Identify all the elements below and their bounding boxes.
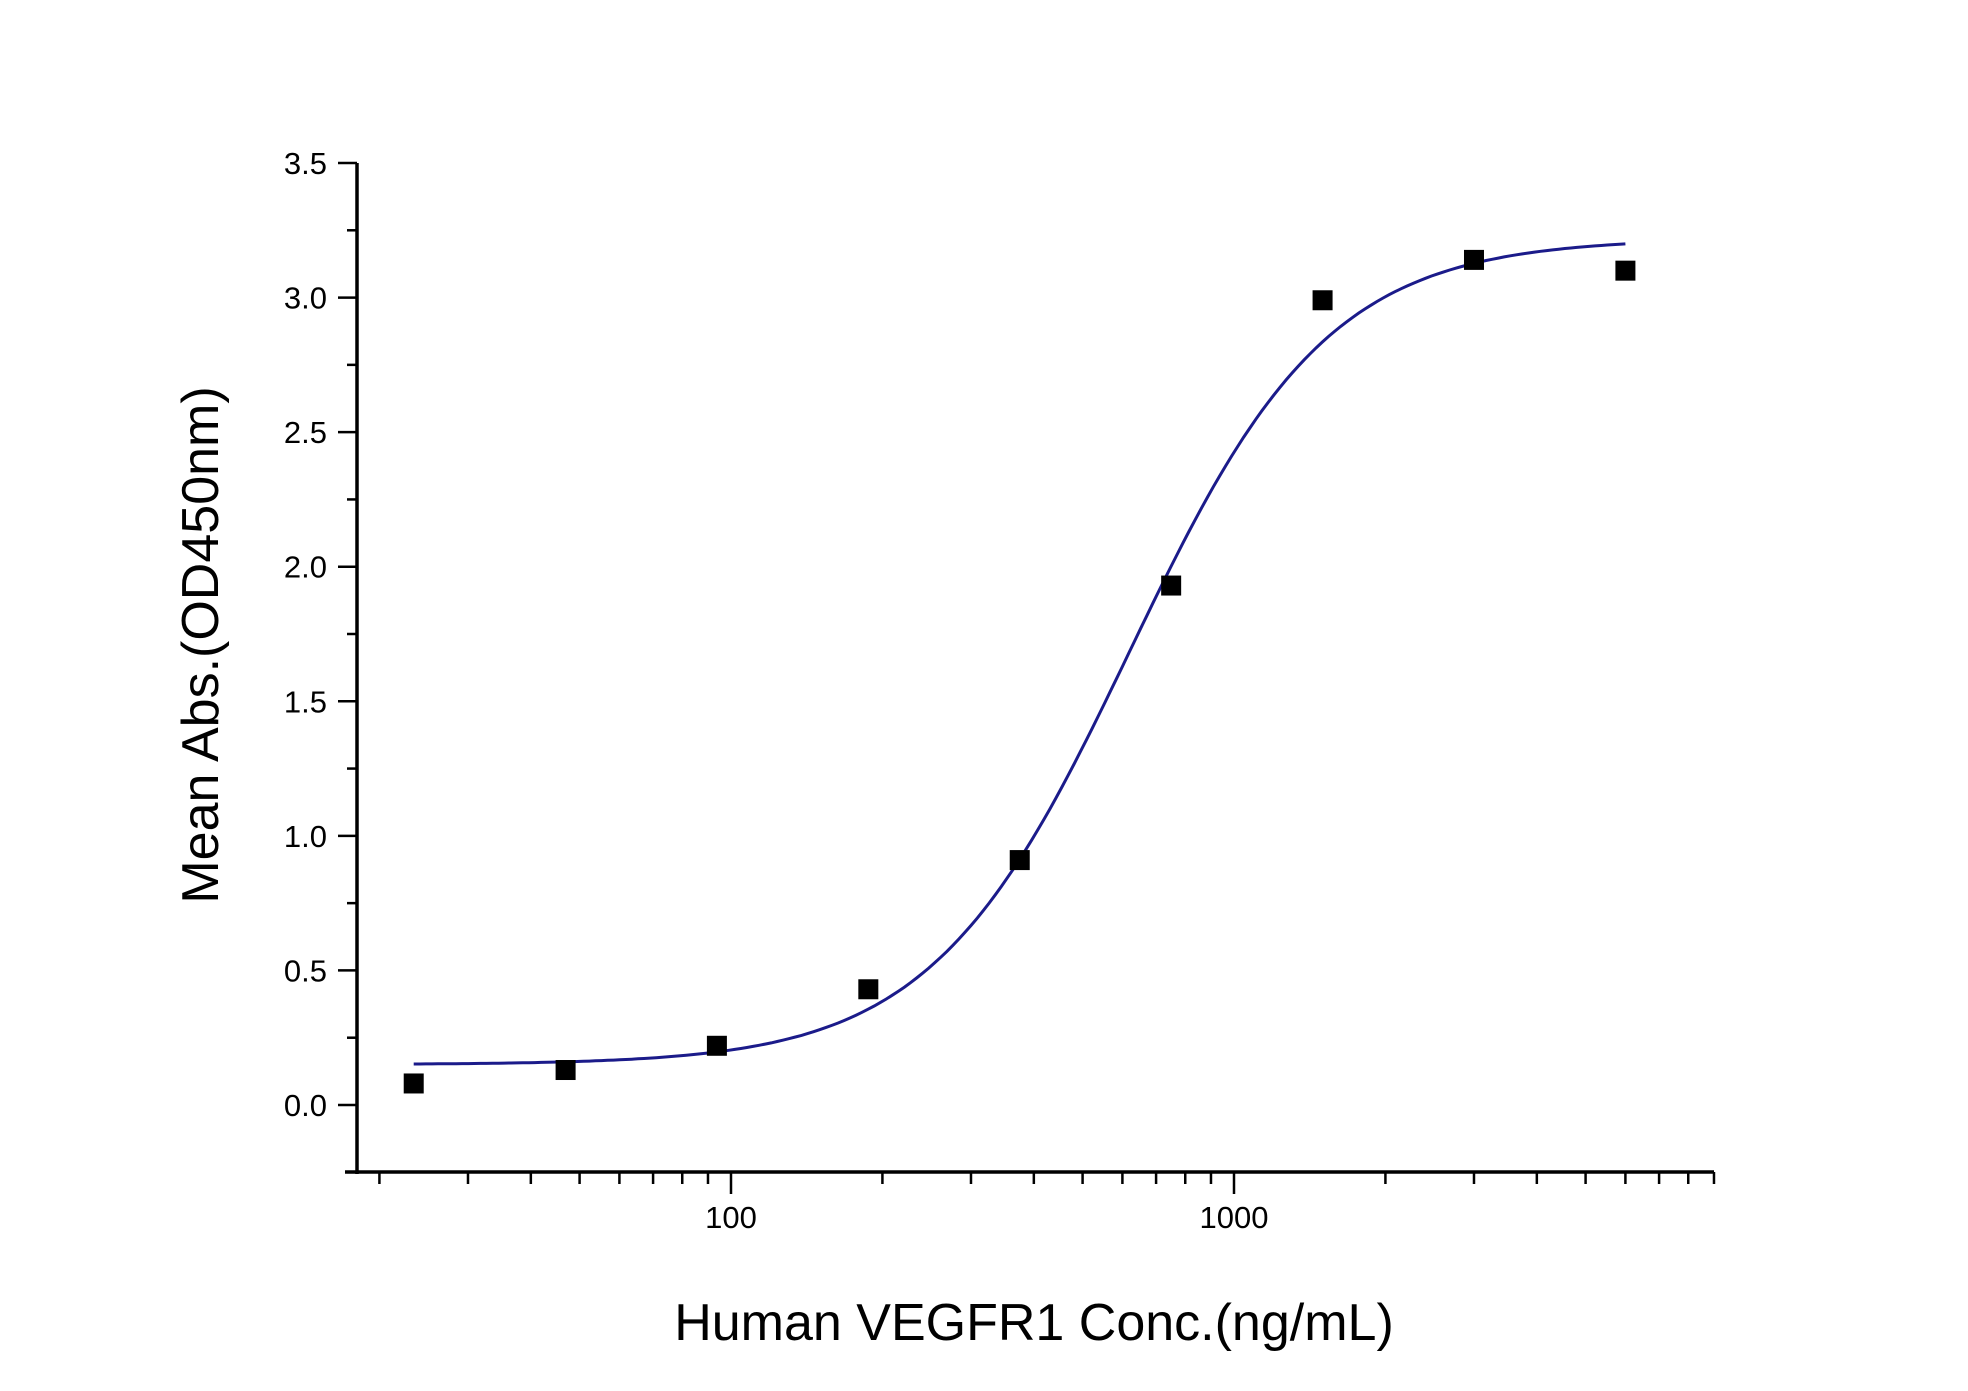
data-point [706,1035,727,1056]
data-point [858,979,879,1000]
y-tick-label: 1.5 [284,684,327,719]
x-axis-title: Human VEGFR1 Conc.(ng/mL) [674,1294,1394,1352]
data-point [1161,575,1182,596]
y-tick-label: 0.5 [284,953,327,988]
y-tick-label: 2.5 [284,415,327,450]
data-points-layer [403,249,1636,1094]
y-tick-label: 3.5 [284,146,327,181]
data-point [1463,249,1484,270]
axes: 0.0 0.5 1.0 1.5 2.0 2.5 3.0 3.5 100 1000 [284,146,1716,1235]
data-point [1009,850,1030,871]
x-tick-label: 100 [705,1200,757,1235]
data-point [1312,290,1333,311]
fit-curve-line [413,242,1626,1066]
y-tick-label: 2.0 [284,550,327,585]
data-point [1615,260,1636,281]
fit-curve-layer [413,242,1626,1066]
y-tick-label: 0.0 [284,1088,327,1123]
y-axis-title: Mean Abs.(OD450nm) [172,386,230,903]
data-point [555,1060,576,1081]
y-tick-label: 3.0 [284,281,327,316]
x-tick-label: 1000 [1200,1200,1269,1235]
y-tick-label: 1.0 [284,819,327,854]
data-point [403,1073,424,1094]
